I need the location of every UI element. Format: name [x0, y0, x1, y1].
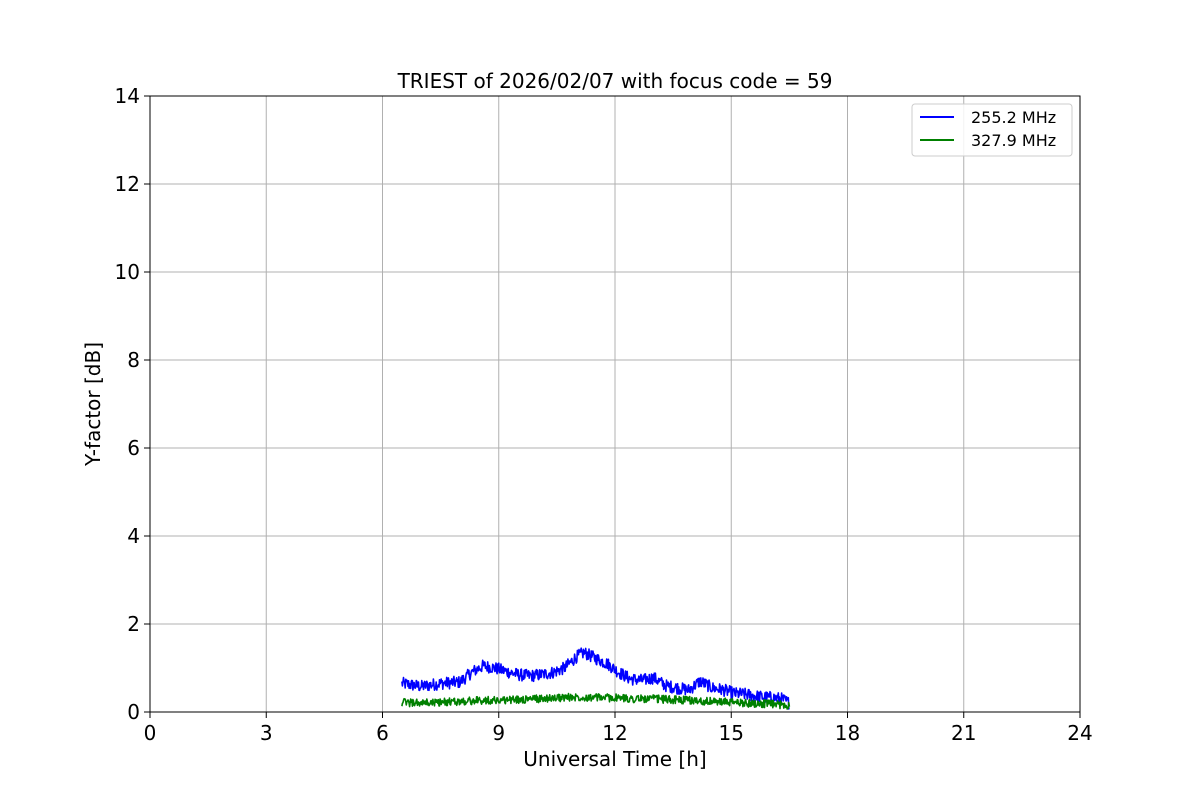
chart-title: TRIEST of 2026/02/07 with focus code = 5…: [397, 69, 833, 93]
series-line-1: [401, 692, 791, 710]
y-tick-label: 2: [127, 612, 140, 636]
x-tick-label: 24: [1067, 721, 1092, 745]
series-line-0: [401, 647, 790, 710]
series-layer: [401, 647, 791, 710]
x-tick-label: 15: [719, 721, 744, 745]
x-tick-label: 6: [376, 721, 389, 745]
y-tick-label: 10: [115, 260, 140, 284]
y-tick-label: 4: [127, 524, 140, 548]
legend-label-255: 255.2 MHz: [971, 108, 1056, 127]
x-tick-label: 0: [144, 721, 157, 745]
x-axis-label: Universal Time [h]: [523, 747, 706, 771]
x-tick-label: 18: [835, 721, 860, 745]
x-tick-label: 21: [951, 721, 976, 745]
y-tick-label: 14: [115, 84, 140, 108]
y-tick-label: 12: [115, 172, 140, 196]
x-tick-label: 12: [602, 721, 627, 745]
x-tick-label: 9: [492, 721, 505, 745]
ticks: [144, 95, 1081, 718]
y-tick-label: 8: [127, 348, 140, 372]
y-tick-label: 0: [127, 700, 140, 724]
legend: 255.2 MHz 327.9 MHz: [911, 103, 1073, 157]
y-tick-label: 6: [127, 436, 140, 460]
x-tick-label: 3: [260, 721, 273, 745]
legend-label-327: 327.9 MHz: [971, 131, 1056, 150]
y-axis-label: Y-factor [dB]: [81, 342, 105, 467]
